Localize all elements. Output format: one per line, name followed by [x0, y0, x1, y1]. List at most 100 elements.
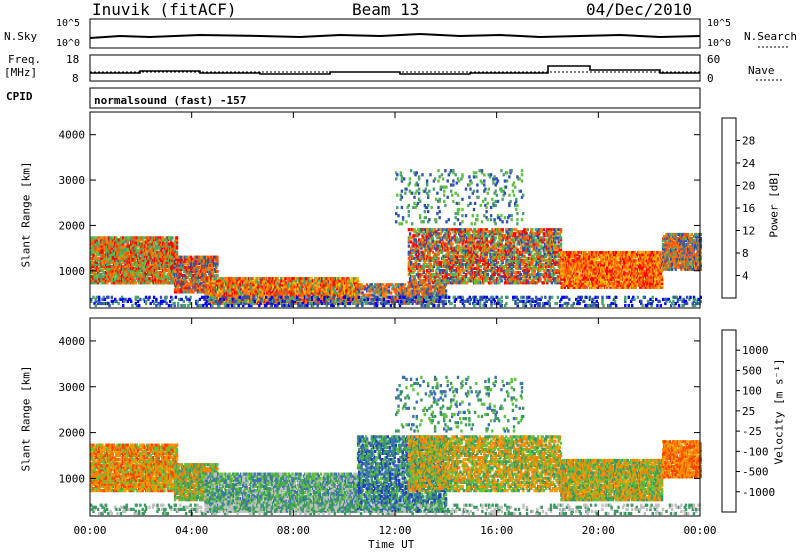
echo-cell — [133, 242, 136, 246]
echo-cell — [101, 242, 104, 246]
echo-cell — [111, 260, 115, 264]
echo-cell — [185, 255, 188, 259]
freq-tick-low: 8 — [72, 72, 79, 85]
echo-cell — [110, 281, 113, 285]
echo-cell — [139, 260, 142, 264]
echo-cell — [133, 248, 136, 252]
echo-cell — [103, 264, 107, 269]
echo-cell — [501, 228, 504, 232]
echo-cell — [128, 238, 132, 242]
echo-cell — [419, 250, 422, 254]
echo-cell — [374, 283, 377, 287]
echo-cell — [128, 264, 132, 269]
echo-cell — [111, 246, 115, 250]
echo-cell — [426, 228, 429, 232]
echo-cell — [111, 250, 115, 254]
echo-cell — [96, 242, 100, 246]
echo-cell — [101, 254, 104, 258]
echo-cell — [119, 236, 123, 240]
echo-cell — [461, 262, 464, 266]
echo-cell — [106, 264, 109, 269]
echo-cell — [431, 250, 435, 254]
echo-cell — [500, 275, 503, 279]
echo-cell — [175, 236, 179, 240]
echo-cell — [119, 281, 123, 285]
echo-cell — [111, 252, 115, 256]
echo-cell — [119, 269, 123, 273]
cpid-text: normalsound (fast) -157 — [94, 94, 247, 107]
echo-cell — [141, 254, 144, 258]
echo-cell — [104, 236, 108, 240]
echo-cell — [451, 242, 454, 246]
echo-cell — [127, 258, 131, 262]
echo-cell — [91, 264, 94, 269]
echo-cell — [437, 228, 440, 232]
echo-cell — [443, 228, 446, 232]
echo-cell — [127, 269, 131, 273]
echo-cell — [103, 238, 107, 242]
echo-cell — [472, 260, 476, 264]
echo-cell — [117, 273, 120, 277]
echo-cell — [91, 260, 94, 264]
echo-cell — [130, 246, 133, 250]
echo-cell — [356, 277, 359, 281]
echo-cell — [502, 264, 505, 269]
echo-cell — [111, 244, 115, 248]
echo-cell — [479, 228, 483, 232]
echo-cell — [142, 260, 145, 264]
echo-cell — [126, 250, 129, 254]
echo-cell — [100, 273, 103, 277]
echo-cell — [96, 269, 100, 273]
echo-cell — [119, 242, 123, 246]
echo-cell — [431, 273, 435, 277]
echo-cell — [99, 258, 102, 262]
echo-cell — [127, 273, 131, 277]
echo-cell — [135, 250, 139, 254]
echo-cell — [108, 262, 111, 266]
echo-cell — [143, 269, 147, 273]
echo-cell — [119, 240, 123, 244]
echo-cell — [126, 277, 129, 281]
echo-cell — [119, 246, 123, 250]
echo-cell — [483, 228, 486, 232]
echo-cell — [111, 279, 115, 283]
echo-cell — [491, 228, 494, 232]
nave-tick-low: 0 — [707, 72, 714, 85]
echo-cell — [487, 262, 491, 266]
echo-cell — [103, 256, 107, 260]
echo-cell — [122, 279, 125, 283]
echo-cell — [496, 260, 500, 264]
echo-cell — [101, 256, 104, 260]
echo-cell — [111, 269, 115, 273]
echo-cell — [91, 240, 94, 244]
echo-cell — [95, 277, 99, 281]
echo-cell — [420, 273, 423, 277]
echo-cell — [106, 281, 109, 285]
echo-cell — [135, 256, 139, 260]
echo-cell — [111, 254, 115, 258]
echo-cell — [95, 262, 99, 266]
echo-cell — [445, 242, 448, 246]
echo-cell — [94, 279, 97, 283]
echo-cell — [118, 258, 121, 262]
echo-cell — [101, 269, 104, 273]
echo-cell — [133, 275, 136, 279]
echo-cell — [138, 252, 141, 256]
echo-cell — [132, 277, 135, 281]
echo-cell — [91, 256, 94, 260]
echo-cell — [484, 232, 487, 236]
echo-cell — [95, 252, 99, 256]
echo-cell — [143, 250, 147, 254]
echo-cell — [100, 238, 103, 242]
echo-cell — [126, 240, 129, 244]
echo-cell — [414, 279, 417, 283]
echo-cell — [111, 258, 115, 262]
echo-cell — [413, 275, 416, 279]
echo-cell — [407, 228, 411, 232]
echo-cell — [119, 238, 123, 242]
echo-cell — [93, 238, 96, 242]
echo-cell — [111, 238, 115, 242]
echo-cell — [445, 228, 448, 232]
echo-cell — [461, 228, 464, 232]
echo-cell — [140, 279, 143, 283]
